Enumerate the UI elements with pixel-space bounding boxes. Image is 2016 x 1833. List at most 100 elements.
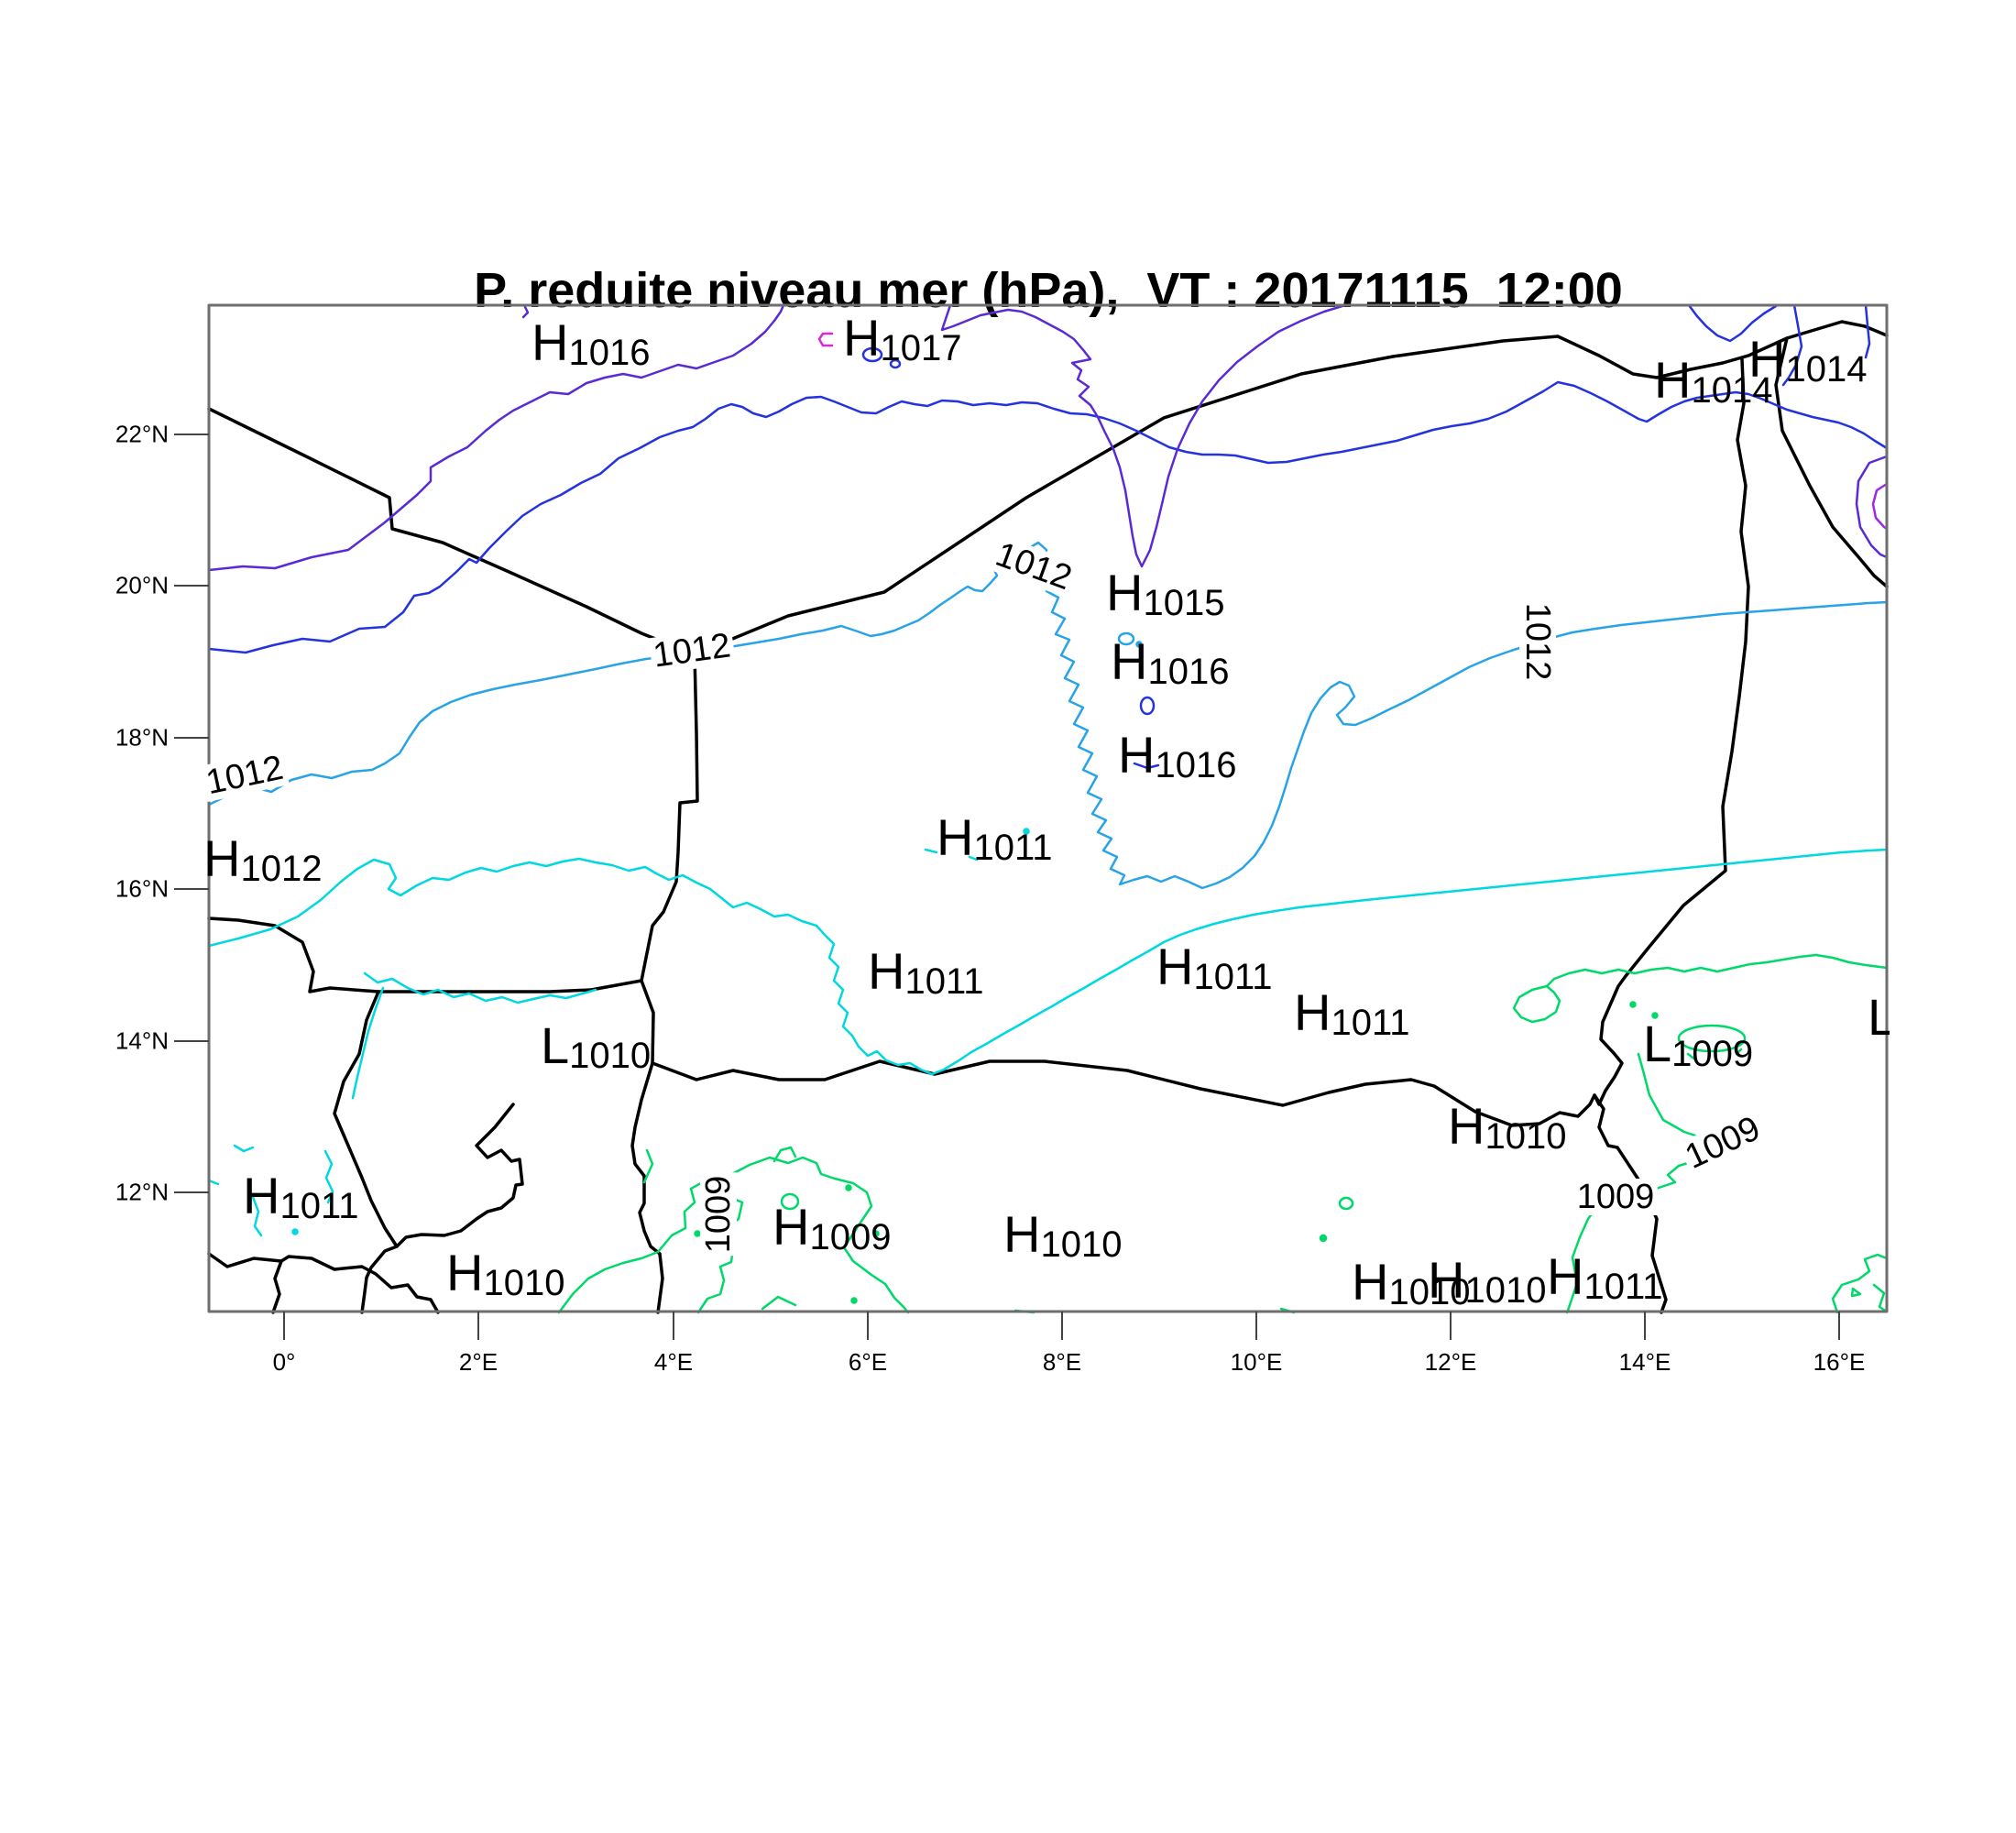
high-label-value: 1010: [1485, 1116, 1567, 1157]
high-label: H1017: [843, 313, 961, 368]
high-label-value: 1011: [1193, 957, 1273, 997]
high-label-value: 1015: [1143, 583, 1225, 623]
contour-line-label: 1009: [1573, 1179, 1658, 1215]
high-label: H1014: [1748, 334, 1868, 390]
high-label-value: 1014: [1691, 370, 1773, 411]
high-label-value: 1011: [904, 961, 984, 1002]
lat-tick-mark: [174, 737, 209, 739]
lat-tick-label: 14°N: [115, 1026, 169, 1055]
high-label-value: 1016: [1155, 745, 1237, 785]
high-label-value: 1014: [1785, 349, 1868, 390]
lon-tick-label: 16°E: [1813, 1348, 1866, 1376]
high-label-glyph: H: [1352, 1253, 1389, 1311]
high-label-glyph: H: [1156, 938, 1194, 995]
lat-tick-label: 12°N: [115, 1178, 169, 1206]
high-label-value: 1010: [1388, 1272, 1471, 1312]
lon-tick-mark: [1838, 1312, 1840, 1340]
high-label-glyph: H: [1003, 1205, 1041, 1263]
lon-tick-label: 10°E: [1230, 1348, 1283, 1376]
high-label-value: 1016: [1147, 652, 1230, 692]
lon-tick-label: 6°E: [848, 1348, 888, 1376]
lon-tick-label: 12°E: [1424, 1348, 1477, 1376]
lat-tick-mark: [174, 1040, 209, 1042]
low-label: L1010: [541, 1020, 652, 1076]
lon-tick-mark: [1255, 1312, 1257, 1340]
lat-tick-mark: [174, 1191, 209, 1193]
high-label-glyph: H: [937, 808, 974, 866]
lat-tick-label: 22°N: [115, 420, 169, 448]
lon-tick-label: 2°E: [458, 1348, 499, 1376]
low-label-glyph: L: [1643, 1015, 1672, 1072]
high-label-value: 1009: [809, 1217, 892, 1257]
high-label-value: 1016: [568, 333, 651, 373]
high-label-glyph: H: [772, 1198, 810, 1256]
high-label-value: 1011: [279, 1186, 359, 1226]
lon-tick-mark: [1644, 1312, 1646, 1340]
lat-tick-mark: [174, 585, 209, 587]
high-label: H1016: [1111, 636, 1230, 692]
lat-tick-label: 16°N: [115, 874, 169, 903]
contour-1013: [207, 303, 1889, 770]
lon-tick-mark: [673, 1312, 674, 1340]
high-label-glyph: H: [1111, 632, 1148, 690]
contour-1014: [207, 303, 1889, 572]
high-label: H1011: [937, 812, 1053, 868]
high-label-value: 1011: [973, 828, 1053, 868]
high-label-value: 1010: [1040, 1224, 1123, 1265]
contour-1015: [1871, 482, 1889, 531]
high-label: H1011: [1156, 938, 1273, 997]
high-label: H1010: [1352, 1257, 1471, 1312]
high-label: H1009: [772, 1202, 892, 1257]
high-label-glyph: H: [243, 1167, 280, 1224]
lon-tick-mark: [1061, 1312, 1063, 1340]
high-label: H1010: [1448, 1101, 1567, 1157]
lat-tick-mark: [174, 434, 209, 435]
low-label-value: 1009: [1671, 1034, 1754, 1074]
high-label-value: 1012: [240, 849, 323, 889]
high-label-glyph: H: [1547, 1247, 1584, 1305]
map-frame: [207, 303, 1889, 1313]
high-label: H1011: [243, 1167, 359, 1226]
lon-tick-label: 8°E: [1042, 1348, 1082, 1376]
lon-tick-mark: [1450, 1312, 1452, 1340]
contour-1011: [207, 828, 1889, 1237]
high-label-glyph: H: [1748, 330, 1786, 388]
contour-1016: [817, 332, 834, 347]
high-label-glyph: H: [868, 942, 905, 1000]
high-label: H1016: [1118, 730, 1237, 785]
high-label: H1012: [203, 833, 323, 889]
lat-tick-label: 20°N: [115, 571, 169, 599]
lon-tick-label: 4°E: [653, 1348, 694, 1376]
high-label: H1014: [1654, 355, 1773, 411]
high-label-glyph: H: [203, 829, 241, 887]
low-label-glyph: L: [1868, 988, 1890, 1046]
lat-tick-mark: [174, 888, 209, 890]
map-labels-layer: H1016 H1017 H1014 H1014 H1015 H1016 H1016 H1012…: [203, 312, 1890, 1312]
high-label: H1016: [531, 317, 651, 373]
page-title: P. reduite niveau mer (hPa), VT : 201711…: [474, 263, 1623, 318]
high-label: H1011: [1294, 987, 1409, 1042]
high-label: H1010: [1003, 1209, 1123, 1265]
high-label-glyph: H: [1294, 983, 1331, 1041]
high-label-glyph: H: [531, 313, 569, 371]
high-label-value: 1011: [1583, 1267, 1663, 1307]
high-label: H1011: [1547, 1251, 1663, 1307]
high-label: H1011: [868, 946, 984, 1002]
high-label-glyph: H: [1654, 351, 1692, 409]
low-label: L: [1868, 992, 1890, 1043]
high-label-value: 1010: [483, 1263, 565, 1303]
high-label: H1010: [1428, 1255, 1547, 1311]
high-label-glyph: H: [843, 309, 881, 367]
high-label: H1010: [446, 1247, 565, 1303]
high-label-glyph: H: [1118, 726, 1156, 784]
lon-tick-mark: [283, 1312, 285, 1340]
high-label-glyph: H: [1428, 1251, 1465, 1309]
low-label-value: 1010: [569, 1036, 652, 1076]
high-label-value: 1010: [1464, 1270, 1547, 1311]
lon-tick-label: 14°E: [1618, 1348, 1671, 1376]
high-label-glyph: H: [1106, 564, 1144, 621]
low-label: L1009: [1643, 1015, 1754, 1074]
